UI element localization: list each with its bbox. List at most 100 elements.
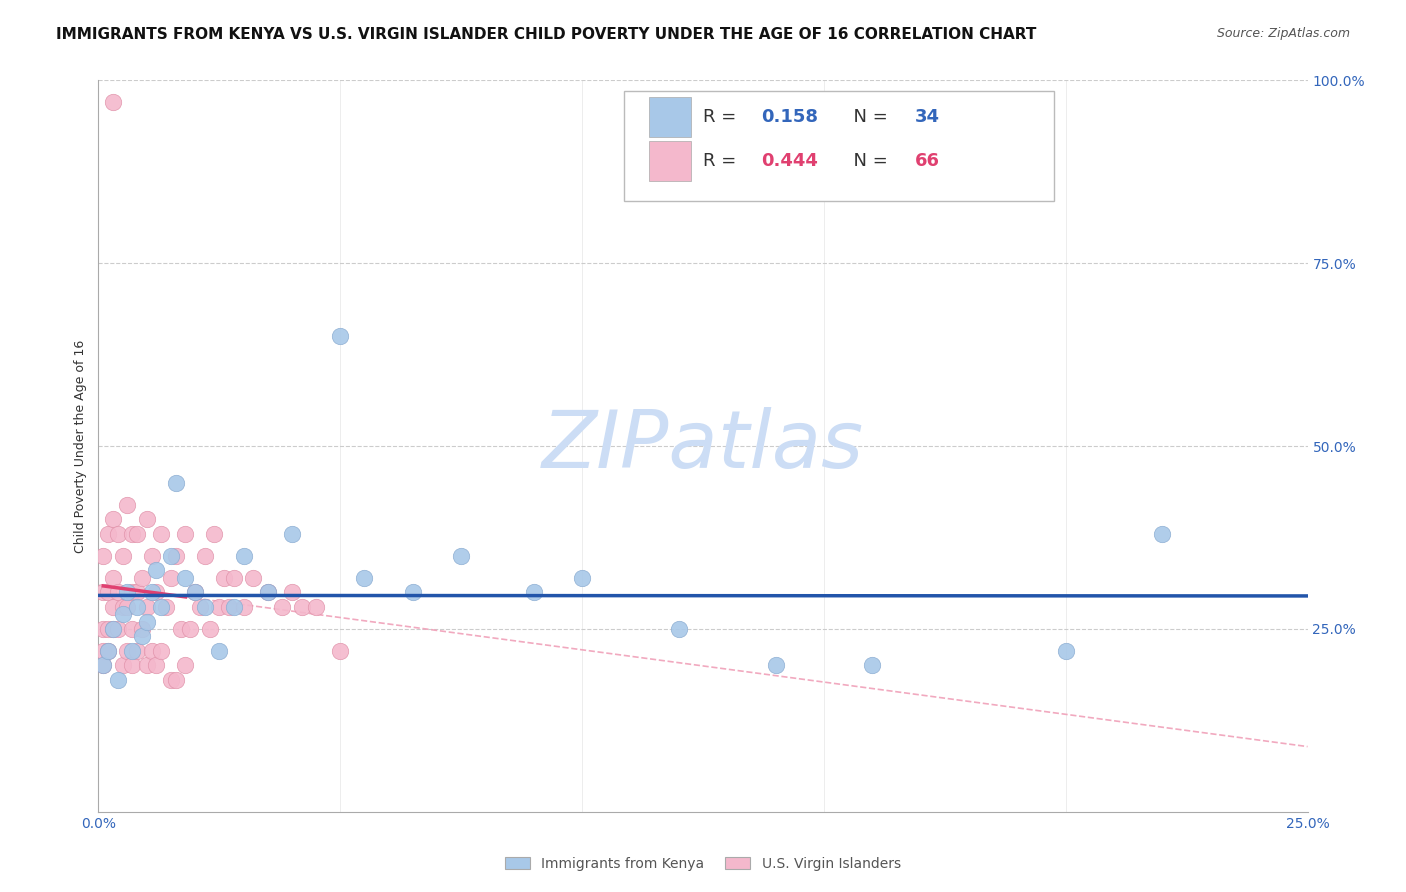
Point [523,585,546,599]
Point [208,599,231,614]
Point [141,644,163,658]
Point [174,658,197,673]
Text: 0.444: 0.444 [761,152,818,169]
Point [165,549,187,563]
Point [107,585,129,599]
Point [121,526,143,541]
Point [184,585,207,599]
Point [111,549,134,563]
Text: ZIPatlas: ZIPatlas [541,407,865,485]
Point [194,549,217,563]
Text: N =: N = [842,152,894,169]
Point [165,475,187,490]
Point [256,585,278,599]
Point [111,658,134,673]
Point [127,644,149,658]
Text: 0.158: 0.158 [761,108,818,126]
Point [97,622,120,636]
Point [204,526,226,541]
Point [127,599,149,614]
Point [145,563,167,577]
Point [117,585,139,599]
Point [91,644,114,658]
Point [91,585,114,599]
Point [101,95,124,110]
Point [117,599,139,614]
Point [290,599,312,614]
Point [121,658,143,673]
Point [222,571,245,585]
Point [117,498,139,512]
Point [305,599,328,614]
Point [184,585,207,599]
Point [281,585,304,599]
Point [141,585,163,599]
Point [135,599,157,614]
Point [135,658,157,673]
Point [121,644,143,658]
Point [97,585,120,599]
Point [160,673,183,687]
Point [232,599,254,614]
Point [271,599,294,614]
Point [1152,526,1174,541]
Point [160,571,183,585]
Point [402,585,425,599]
Point [91,658,114,673]
Point [329,329,352,343]
Point [107,673,129,687]
Text: Source: ZipAtlas.com: Source: ZipAtlas.com [1216,27,1350,40]
Point [101,571,124,585]
Point [150,644,173,658]
Point [91,658,114,673]
Point [141,549,163,563]
Point [571,571,593,585]
Point [155,599,177,614]
Legend: Immigrants from Kenya, U.S. Virgin Islanders: Immigrants from Kenya, U.S. Virgin Islan… [499,851,907,876]
Point [179,622,201,636]
Point [232,549,254,563]
Point [860,658,883,673]
Text: R =: R = [703,108,748,126]
Point [198,622,221,636]
Point [135,512,157,526]
Point [281,526,304,541]
Point [97,644,120,658]
Point [121,622,143,636]
Point [160,549,183,563]
Text: 34: 34 [915,108,939,126]
Point [127,526,149,541]
Point [165,673,187,687]
Point [101,599,124,614]
Point [91,622,114,636]
Point [91,549,114,563]
Point [107,526,129,541]
Point [101,622,124,636]
Point [150,599,173,614]
Point [242,571,264,585]
Point [353,571,375,585]
Point [174,571,197,585]
Point [111,599,134,614]
Point [256,585,278,599]
Point [131,622,153,636]
Text: R =: R = [703,152,742,169]
Point [188,599,211,614]
Point [107,622,129,636]
FancyBboxPatch shape [648,96,690,137]
Point [131,629,153,643]
Point [218,599,240,614]
Point [131,571,153,585]
Point [174,526,197,541]
Point [208,644,231,658]
FancyBboxPatch shape [648,141,690,181]
Point [101,622,124,636]
FancyBboxPatch shape [624,91,1053,201]
Point [150,526,173,541]
Point [135,615,157,629]
Point [117,644,139,658]
Text: 66: 66 [915,152,939,169]
Point [450,549,472,563]
Point [101,512,124,526]
Point [222,599,245,614]
